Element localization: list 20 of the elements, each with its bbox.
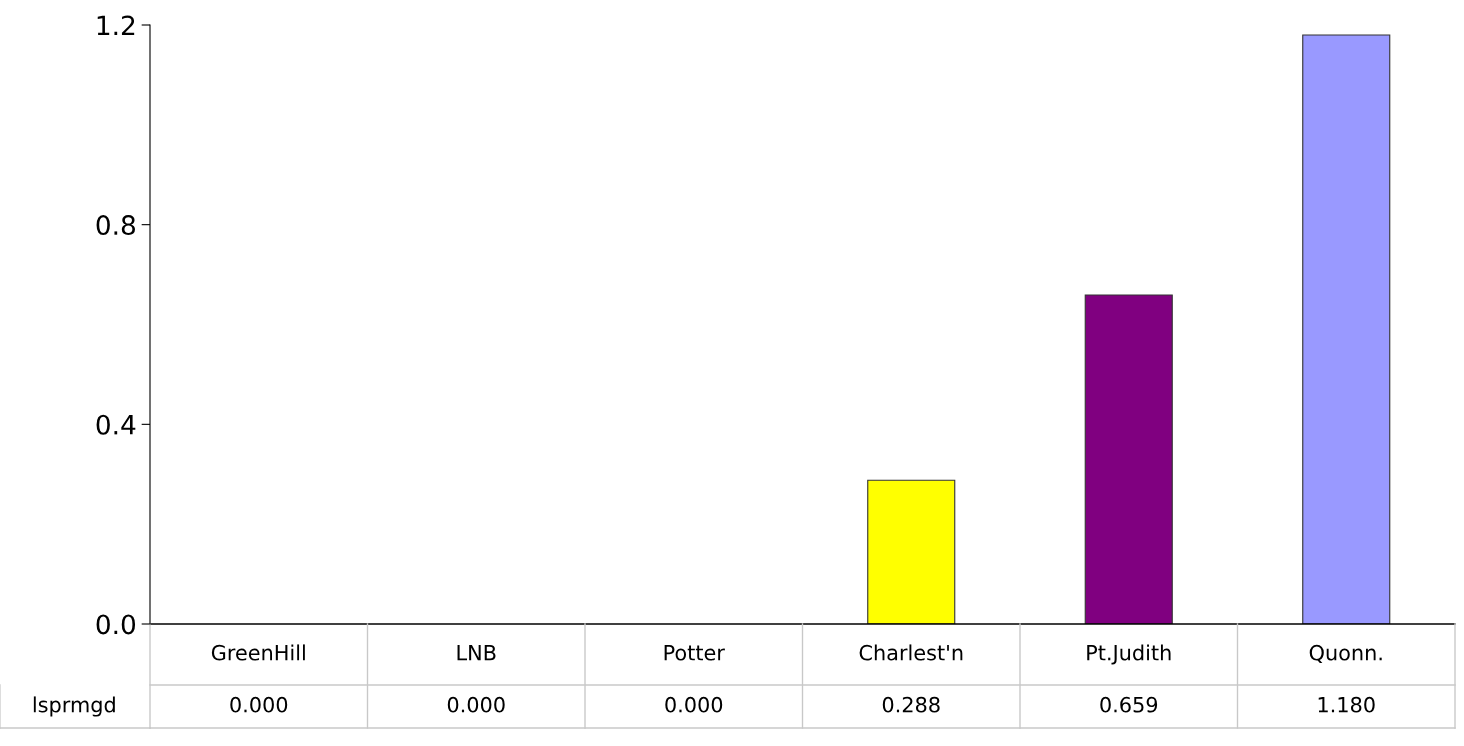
x-tick-label: Quonn. — [1309, 644, 1382, 663]
data-label: 0.659 — [1100, 696, 1158, 713]
text: lsprmgd — [33, 696, 115, 717]
bar — [867, 479, 956, 624]
data-label: 0.000 — [447, 696, 505, 713]
y-tick-label: 0.8 — [96, 215, 135, 236]
x-tick-label: Potter — [664, 645, 725, 661]
x-tick-label: LNB — [457, 645, 496, 661]
x-tick-label: Charlest'n — [859, 644, 963, 661]
data-label: 0.000 — [665, 696, 723, 713]
data-label: 1.180 — [1318, 696, 1375, 713]
bar — [1084, 294, 1173, 624]
bar — [1302, 34, 1391, 624]
y-tick-label: 0.4 — [96, 414, 136, 435]
y-tick-label: 1.2 — [97, 15, 135, 36]
data-label: 0.288 — [882, 696, 940, 713]
x-tick-label: Pt.Judith — [1087, 644, 1171, 665]
x-tick-label: GreenHill — [211, 644, 305, 661]
data-label: 0.000 — [230, 696, 288, 713]
y-tick-label: 0.0 — [96, 614, 136, 635]
